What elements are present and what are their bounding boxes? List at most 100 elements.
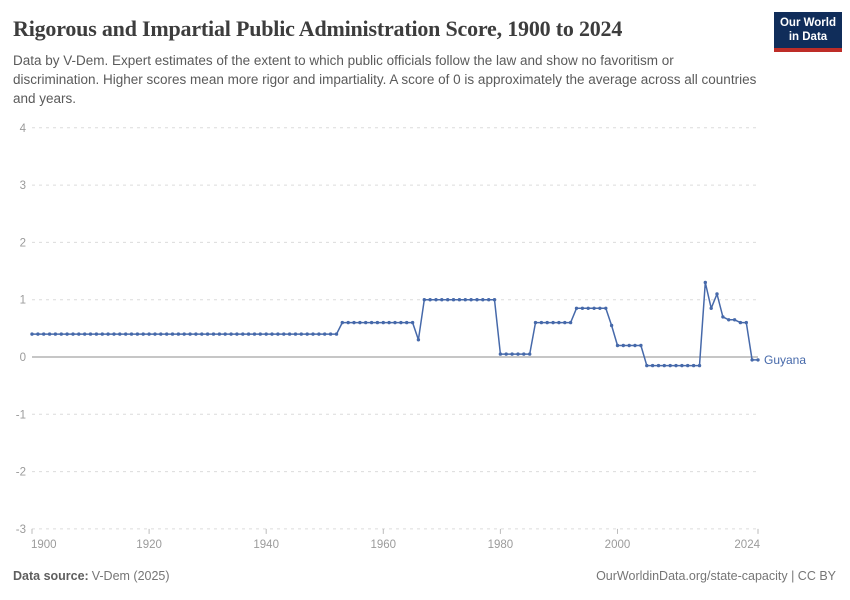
data-point[interactable] (252, 332, 257, 336)
data-point[interactable] (621, 343, 625, 348)
data-point[interactable] (487, 298, 491, 302)
data-point[interactable] (229, 332, 233, 336)
data-point[interactable] (71, 332, 75, 336)
data-point[interactable] (364, 320, 368, 325)
data-point[interactable] (469, 298, 473, 302)
data-point[interactable] (311, 332, 315, 336)
data-point[interactable] (217, 332, 222, 336)
data-point[interactable] (405, 320, 409, 325)
data-point[interactable] (65, 332, 69, 336)
data-point[interactable] (77, 332, 81, 336)
data-point[interactable] (106, 332, 110, 336)
data-point[interactable] (305, 332, 309, 336)
data-point[interactable] (211, 332, 216, 336)
data-point[interactable] (586, 306, 590, 310)
data-point[interactable] (375, 320, 380, 325)
data-point[interactable] (545, 320, 549, 325)
data-point[interactable] (235, 332, 239, 336)
data-point[interactable] (246, 332, 251, 336)
data-point[interactable] (270, 332, 274, 336)
data-point[interactable] (457, 298, 462, 302)
data-point[interactable] (159, 332, 163, 336)
data-point[interactable] (340, 320, 344, 325)
data-point[interactable] (563, 320, 567, 325)
data-point[interactable] (346, 320, 350, 325)
data-point[interactable] (94, 332, 99, 336)
data-point[interactable] (194, 332, 198, 336)
data-point[interactable] (697, 363, 702, 368)
data-point[interactable] (416, 338, 421, 342)
data-point[interactable] (153, 332, 157, 336)
data-point[interactable] (522, 352, 526, 356)
data-point[interactable] (276, 332, 280, 336)
data-point[interactable] (756, 358, 760, 362)
data-point[interactable] (42, 332, 46, 336)
data-point[interactable] (264, 332, 268, 336)
data-point[interactable] (686, 363, 690, 368)
data-point[interactable] (492, 298, 497, 302)
data-point[interactable] (533, 320, 538, 325)
data-point[interactable] (141, 332, 145, 336)
data-point[interactable] (88, 332, 93, 336)
data-point[interactable] (205, 332, 210, 336)
data-point[interactable] (662, 363, 666, 368)
data-point[interactable] (147, 332, 151, 336)
data-point[interactable] (709, 306, 713, 310)
data-point[interactable] (176, 332, 181, 336)
data-point[interactable] (668, 363, 672, 368)
data-point[interactable] (574, 306, 579, 310)
data-point[interactable] (100, 332, 105, 336)
data-point[interactable] (241, 332, 245, 336)
owid-logo[interactable]: Our World in Data (774, 12, 842, 52)
data-point[interactable] (650, 363, 655, 368)
data-point[interactable] (615, 343, 620, 348)
data-point[interactable] (387, 320, 391, 325)
data-point[interactable] (112, 332, 116, 336)
data-point[interactable] (609, 323, 614, 328)
data-point[interactable] (721, 315, 725, 319)
data-point[interactable] (504, 352, 508, 356)
data-point[interactable] (36, 332, 40, 336)
data-point[interactable] (182, 332, 186, 336)
data-point[interactable] (750, 358, 754, 362)
data-point[interactable] (223, 332, 227, 336)
data-point[interactable] (358, 320, 362, 325)
data-point[interactable] (323, 332, 327, 336)
data-point[interactable] (170, 332, 175, 336)
data-point[interactable] (428, 298, 432, 302)
data-point[interactable] (399, 320, 403, 325)
data-point[interactable] (124, 332, 128, 336)
data-point[interactable] (381, 320, 385, 325)
data-point[interactable] (317, 332, 321, 336)
data-point[interactable] (727, 318, 731, 322)
data-point[interactable] (598, 306, 602, 310)
data-point[interactable] (674, 363, 678, 368)
data-point[interactable] (135, 332, 140, 336)
data-point[interactable] (627, 343, 631, 348)
data-point[interactable] (715, 292, 719, 296)
data-point[interactable] (738, 320, 743, 325)
data-point[interactable] (200, 332, 204, 336)
data-point[interactable] (528, 352, 532, 356)
data-point[interactable] (557, 320, 561, 325)
data-point[interactable] (551, 320, 555, 325)
data-point[interactable] (334, 332, 339, 336)
data-point[interactable] (393, 320, 397, 325)
data-point[interactable] (30, 332, 34, 336)
data-point[interactable] (188, 332, 192, 336)
data-point[interactable] (633, 343, 637, 348)
data-point[interactable] (410, 320, 415, 325)
data-point[interactable] (510, 352, 514, 356)
data-point[interactable] (293, 332, 298, 336)
data-point[interactable] (422, 298, 426, 302)
data-point[interactable] (451, 298, 456, 302)
data-point[interactable] (744, 320, 748, 325)
data-point[interactable] (369, 320, 374, 325)
data-point[interactable] (516, 352, 520, 356)
data-point[interactable] (59, 332, 63, 336)
data-point[interactable] (568, 320, 573, 325)
data-point[interactable] (680, 363, 684, 368)
data-point[interactable] (604, 306, 608, 310)
data-point[interactable] (475, 298, 479, 302)
